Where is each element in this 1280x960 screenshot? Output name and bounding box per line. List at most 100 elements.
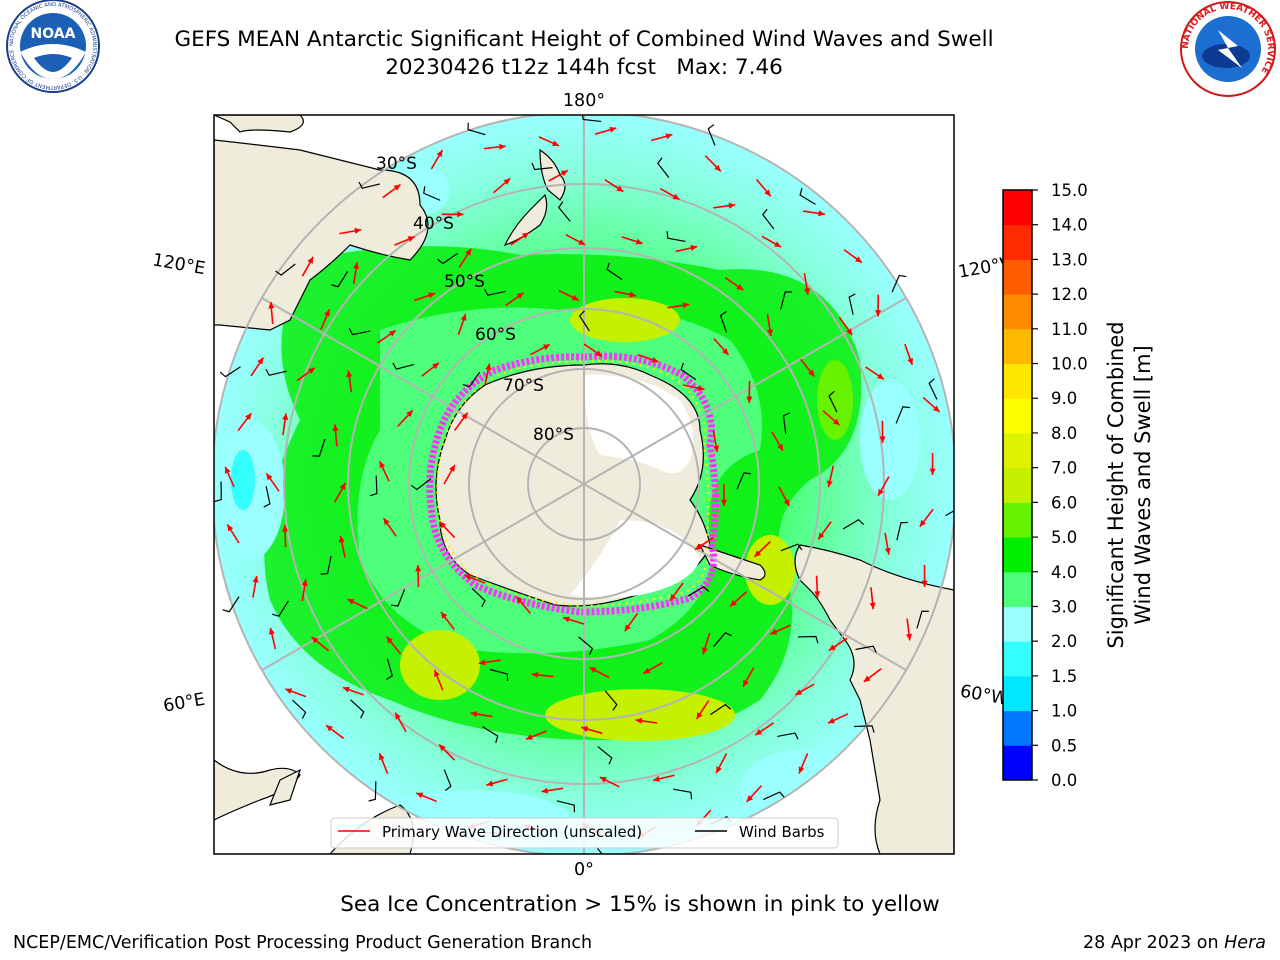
chart-subtitle: 20230426 t12z 144h fcst Max: 7.46 <box>385 55 783 80</box>
wave-arrow-head <box>803 288 810 295</box>
wind-barb <box>578 636 594 656</box>
meridian-120e-60w <box>261 297 907 671</box>
colorbar-tick-label: 4.0 <box>1051 563 1077 582</box>
lat-label-30s: 30°S <box>376 154 417 174</box>
wave-arrow-head <box>516 596 523 604</box>
wave-arrow-head <box>743 679 749 687</box>
wave-arrow-head <box>595 350 603 357</box>
wave-arrow-head <box>346 370 353 378</box>
wave-arrow-head <box>643 667 651 674</box>
wind-barb <box>531 162 553 171</box>
colorbar: 0.0 0.5 1.0 1.5 2.0 3.0 4.0 5.0 6.0 7.0 8.0 9.0 10.0… <box>1002 181 1088 790</box>
wave-direction-arrows <box>224 126 941 839</box>
wave-arrow-head <box>440 611 448 619</box>
wave-arrow-head <box>855 256 862 263</box>
wave-arrow-head <box>884 547 891 555</box>
nws-logo: NATIONAL WEATHER SERVICE <box>1180 1 1276 97</box>
lat-label-40s: 40°S <box>413 214 454 234</box>
wind-barb <box>604 690 618 711</box>
wind-barb <box>842 518 864 530</box>
wind-barb <box>320 555 332 575</box>
wind-barb <box>848 293 856 315</box>
wave-arrow-head <box>766 329 773 336</box>
wind-barb <box>828 390 838 413</box>
wind-barb <box>271 600 289 617</box>
colorbar-segment <box>1003 710 1032 746</box>
wind-barb <box>443 769 452 792</box>
wave-arrow-head <box>783 499 790 507</box>
colorbar-segment <box>1003 363 1032 399</box>
wave-arrow-head <box>653 775 660 782</box>
wave-arrow-head <box>449 464 455 472</box>
wave-arrow-head <box>307 367 315 374</box>
wave-arrow-head <box>764 189 771 197</box>
wind-barb <box>558 201 571 222</box>
wind-barb <box>219 366 241 378</box>
wave-arrow-head <box>436 150 443 158</box>
lon-label-120e: 120°E <box>151 250 207 279</box>
high-wave-patch <box>400 630 480 700</box>
colorbar-segment <box>1003 467 1032 503</box>
wave-arrow-head <box>669 593 677 601</box>
wave-arrow-head <box>285 688 293 695</box>
wind-barb <box>556 800 576 813</box>
noaa-logo-text: NOAA <box>31 26 76 42</box>
noaa-logo: NOAA NATIONAL OCEANIC AND ATMOSPHERIC AD… <box>6 0 100 93</box>
colorbar-tick-label: 14.0 <box>1051 216 1088 235</box>
colorbar-segment <box>1003 398 1032 434</box>
colorbar-tick-label: 10.0 <box>1051 355 1088 374</box>
wave-arrow-head <box>439 521 447 529</box>
wind-barb <box>392 362 414 370</box>
wave-arrow-head <box>795 689 803 695</box>
wave-arrow-head <box>770 628 778 635</box>
colorbar-segment <box>1003 224 1032 260</box>
lat-label-70s: 70°S <box>503 376 544 396</box>
wave-arrow-head <box>499 143 506 150</box>
wind-barb <box>710 703 732 716</box>
colorbar-tick-label: 11.0 <box>1051 320 1088 339</box>
wave-arrow-head <box>432 362 439 370</box>
wave-arrow-head <box>407 236 415 242</box>
madagascar <box>269 768 302 806</box>
wind-barb <box>595 846 603 854</box>
wave-arrow-head <box>907 357 914 365</box>
wave-arrow-head <box>503 178 511 185</box>
wave-arrow-head <box>571 294 579 301</box>
wave-arrow-head <box>386 636 393 644</box>
colorbar-segment <box>1003 259 1032 295</box>
sea-ice-note: Sea Ice Concentration > 15% is shown in … <box>340 892 940 917</box>
colorbar-tick-label: 7.0 <box>1051 459 1077 478</box>
wind-barb <box>666 231 686 243</box>
wave-arrow-head <box>921 580 928 587</box>
wave-arrow-head <box>694 543 702 550</box>
colorbar-segment <box>1003 190 1032 226</box>
colorbar-tick-label: 1.5 <box>1051 667 1077 686</box>
wind-barb <box>762 208 775 230</box>
wave-arrow-head <box>378 753 385 761</box>
wind-barb <box>777 732 799 740</box>
wind-barb <box>780 543 803 552</box>
wind-barb <box>797 635 819 644</box>
wind-barb <box>673 788 693 800</box>
wave-arrow-head <box>486 780 494 787</box>
low-wave-patch <box>231 450 255 510</box>
colorbar-tick-label: 9.0 <box>1051 389 1077 408</box>
lon-label-0: 0° <box>574 860 594 880</box>
wind-barb <box>687 585 710 597</box>
wave-arrow-head <box>460 314 467 321</box>
date-text: 28 Apr 2023 on Hera <box>1083 933 1266 953</box>
wave-arrow-head <box>339 483 346 491</box>
wave-arrow-head <box>635 717 643 724</box>
wind-barb <box>386 658 394 680</box>
wind-barb <box>799 188 816 205</box>
wave-arrow-head <box>905 633 913 641</box>
wave-arrow-head <box>581 726 589 732</box>
wave-arrow-head <box>252 575 259 583</box>
wave-arrow-head <box>353 262 360 269</box>
colorbar-segment <box>1003 537 1032 573</box>
wave-arrow-head <box>541 787 549 794</box>
wave-arrow-head <box>875 310 882 317</box>
colorbar-tick-label: 12.0 <box>1051 285 1088 304</box>
wind-barb <box>370 475 378 497</box>
wave-arrow-head <box>929 468 936 475</box>
